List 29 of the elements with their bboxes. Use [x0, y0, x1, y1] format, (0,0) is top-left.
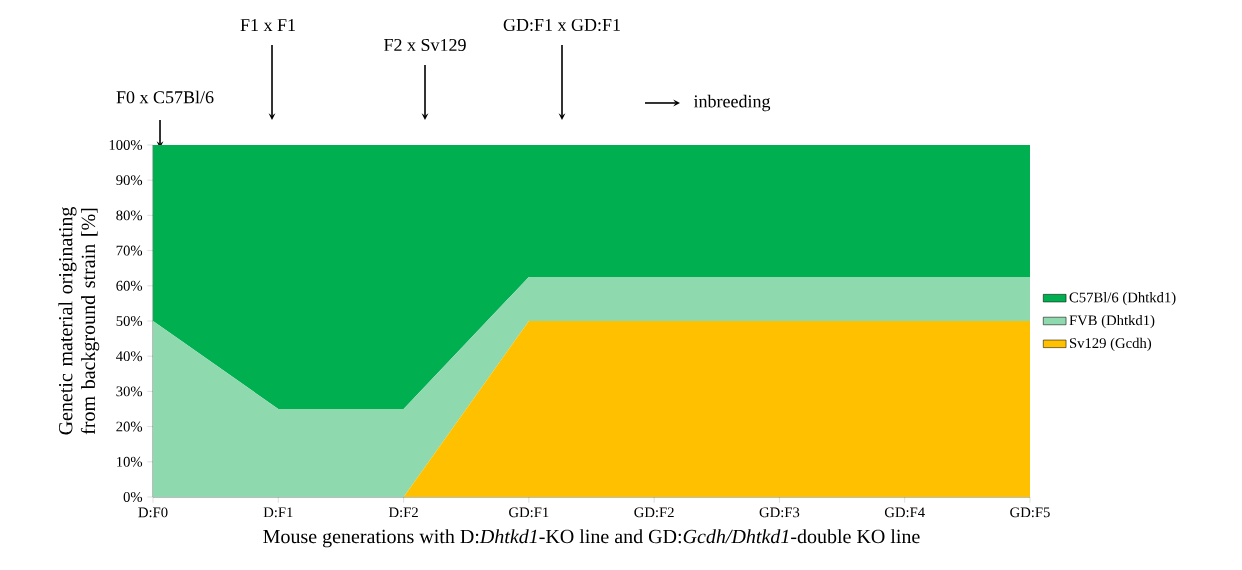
y-tick-label: 0% — [123, 492, 143, 502]
y-tick-label: 50% — [116, 316, 143, 326]
y-tick-label: 30% — [116, 386, 143, 397]
y-tick-label: 20% — [116, 421, 143, 432]
y-tick-label: 60% — [116, 280, 143, 291]
legend-label: C57Bl/6 (Dhtkd1) — [1069, 292, 1176, 306]
y-tick-label: 10% — [117, 456, 143, 467]
y-tick-label: 40% — [116, 351, 143, 362]
x-tick-label: GD:F1 — [509, 507, 549, 518]
x-axis-title: Mouse generations with D:Dhtkd1-KO line and GD:Gcdh/Dhtkd1-double KO line — [263, 529, 920, 548]
legend-label: FVB (Dhtkd1) — [1069, 314, 1155, 329]
y-axis-title: Genetic material originating from background strain [%] — [58, 206, 100, 435]
text: F1 x F1 — [240, 19, 295, 31]
text: GD:F1 x GD:F1 — [503, 18, 620, 32]
x-tick-label: GD:F4 — [884, 507, 925, 518]
x-tick-label: GD:F3 — [759, 507, 800, 518]
x-tick-label: D:F2 — [388, 507, 418, 518]
x-tick-label: D:F0 — [138, 507, 168, 518]
y-tick-label: 90% — [116, 175, 143, 186]
text: F0 x C57Bl/6 — [116, 90, 214, 104]
text: inbreeding — [693, 94, 771, 112]
x-tick-label: D:F1 — [263, 507, 293, 518]
y-tick-label: 100% — [109, 140, 143, 150]
legend-label: Sv129 (Gcdh) — [1069, 337, 1152, 352]
x-tick-label: GD:F2 — [634, 507, 674, 518]
y-tick-label: 70% — [116, 245, 143, 256]
y-tick-label: 80% — [116, 210, 143, 221]
x-tick-label: GD:F5 — [1010, 507, 1050, 518]
text: F2 x Sv129 — [384, 38, 466, 52]
